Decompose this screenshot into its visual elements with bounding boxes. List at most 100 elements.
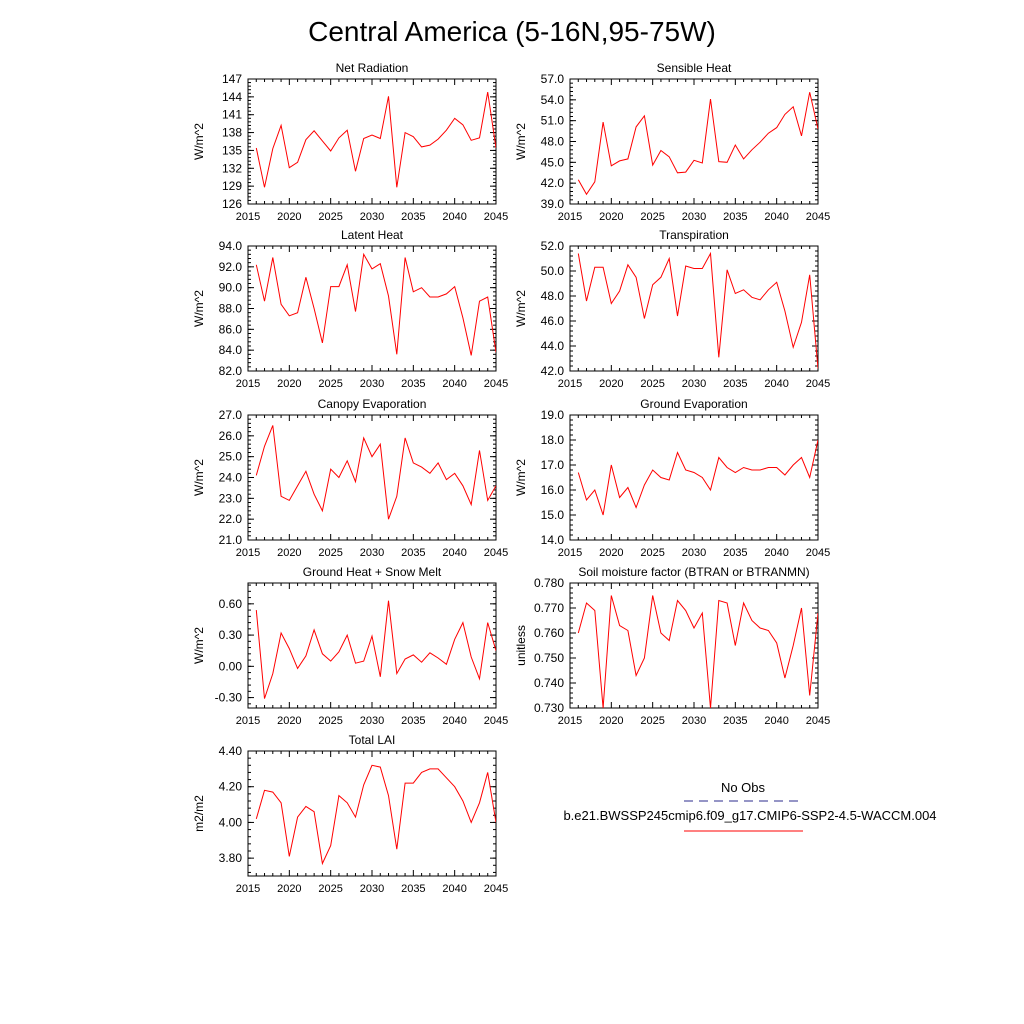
- x-tick-label: 2045: [484, 547, 508, 559]
- y-tick-label: 52.0: [541, 239, 565, 253]
- series-line: [255, 425, 496, 520]
- y-tick-label: 144: [222, 90, 242, 104]
- x-tick-label: 2045: [484, 883, 508, 895]
- x-tick-label: 2040: [764, 715, 788, 727]
- y-tick-label: 84.0: [219, 343, 243, 357]
- panel-title: Ground Evaporation: [640, 397, 747, 411]
- y-axis-label: W/m^2: [514, 123, 528, 160]
- x-tick-label: 2030: [360, 547, 384, 559]
- y-tick-label: 17.0: [541, 458, 565, 472]
- x-tick-label: 2040: [764, 211, 788, 223]
- x-tick-label: 2015: [558, 547, 582, 559]
- y-tick-label: -0.30: [215, 691, 243, 705]
- y-tick-label: 126: [222, 197, 242, 211]
- series-line: [255, 92, 496, 188]
- y-tick-label: 51.0: [541, 114, 565, 128]
- x-tick-label: 2025: [318, 715, 342, 727]
- y-tick-label: 50.0: [541, 264, 565, 278]
- x-tick-label: 2035: [401, 883, 425, 895]
- panel-title: Ground Heat + Snow Melt: [303, 565, 442, 579]
- x-tick-label: 2015: [236, 883, 260, 895]
- panels: 2015 2020 2025 2030 2035 2040 2045 126 129 132 135…: [192, 61, 830, 895]
- x-tick-label: 2025: [318, 378, 342, 390]
- plot-frame: [247, 414, 497, 541]
- x-tick-label: 2015: [236, 378, 260, 390]
- x-tick-label: 2035: [723, 378, 747, 390]
- y-tick-label: 0.780: [534, 576, 564, 590]
- y-tick-label: 0.00: [219, 659, 243, 673]
- panel-title: Total LAI: [349, 733, 396, 747]
- y-tick-label: 147: [222, 72, 242, 86]
- x-tick-label: 2045: [806, 378, 830, 390]
- x-tick-label: 2015: [236, 715, 260, 727]
- series-line: [577, 92, 818, 196]
- y-tick-label: 90.0: [219, 281, 243, 295]
- x-tick-label: 2030: [360, 715, 384, 727]
- y-tick-label: 19.0: [541, 408, 565, 422]
- panel-canopy-evaporation: 2015 2020 2025 2030 2035 2040 2045 21.0 22.0 23.0…: [192, 397, 508, 559]
- x-tick-label: 2040: [442, 547, 466, 559]
- x-tick-label: 2045: [806, 211, 830, 223]
- y-tick-label: 22.0: [219, 512, 243, 526]
- x-tick-label: 2030: [360, 883, 384, 895]
- panel-soil-moisture-factor: 2015 2020 2025 2030 2035 2040 2045 0.730 0.740 0.…: [514, 565, 830, 727]
- y-tick-label: 0.60: [219, 597, 243, 611]
- legend: No Obs b.e21.BWSSP245cmip6.f09_g17.CMIP6…: [563, 780, 937, 832]
- x-tick-label: 2035: [401, 547, 425, 559]
- y-tick-label: 94.0: [219, 239, 243, 253]
- y-tick-label: 27.0: [219, 408, 243, 422]
- series-line: [577, 251, 818, 369]
- x-tick-label: 2035: [723, 547, 747, 559]
- y-tick-label: 46.0: [541, 314, 565, 328]
- panel-total-lai: 2015 2020 2025 2030 2035 2040 2045 3.80 4.00 4.20…: [192, 733, 508, 895]
- x-tick-label: 2045: [806, 715, 830, 727]
- y-tick-label: 23.0: [219, 491, 243, 505]
- x-tick-label: 2015: [236, 547, 260, 559]
- panel-net-radiation: 2015 2020 2025 2030 2035 2040 2045 126 129 132 135…: [192, 61, 508, 223]
- panel-ground-evaporation: 2015 2020 2025 2030 2035 2040 2045 14.0 15.0 16.0…: [514, 397, 830, 559]
- y-axis-label: m2/m2: [192, 795, 206, 832]
- y-tick-label: 48.0: [541, 289, 565, 303]
- x-tick-label: 2040: [764, 378, 788, 390]
- y-tick-label: 0.30: [219, 628, 243, 642]
- panel-title: Net Radiation: [336, 61, 409, 75]
- x-tick-label: 2015: [558, 715, 582, 727]
- legend-obs-label: No Obs: [721, 780, 766, 795]
- series-line: [577, 439, 818, 516]
- y-tick-label: 138: [222, 126, 242, 140]
- y-tick-label: 21.0: [219, 533, 243, 547]
- x-tick-label: 2040: [442, 378, 466, 390]
- y-tick-label: 0.750: [534, 651, 564, 665]
- plot-frame: [569, 245, 819, 372]
- y-tick-label: 0.770: [534, 601, 564, 615]
- x-tick-label: 2040: [442, 883, 466, 895]
- x-tick-label: 2045: [484, 378, 508, 390]
- y-tick-label: 42.0: [541, 176, 565, 190]
- plot-frame: [247, 582, 497, 709]
- x-tick-label: 2035: [723, 211, 747, 223]
- y-tick-label: 86.0: [219, 322, 243, 336]
- y-tick-label: 82.0: [219, 364, 243, 378]
- y-tick-label: 135: [222, 143, 242, 157]
- y-tick-label: 54.0: [541, 93, 565, 107]
- y-tick-label: 18.0: [541, 433, 565, 447]
- y-axis-label: W/m^2: [514, 290, 528, 327]
- legend-model-label: b.e21.BWSSP245cmip6.f09_g17.CMIP6-SSP2-4…: [563, 808, 936, 823]
- y-tick-label: 92.0: [219, 260, 243, 274]
- y-tick-label: 44.0: [541, 339, 565, 353]
- y-tick-label: 4.40: [219, 744, 243, 758]
- x-tick-label: 2030: [682, 715, 706, 727]
- y-tick-label: 141: [222, 108, 242, 122]
- y-tick-label: 42.0: [541, 364, 565, 378]
- y-tick-label: 26.0: [219, 429, 243, 443]
- x-tick-label: 2040: [764, 547, 788, 559]
- y-tick-label: 16.0: [541, 483, 565, 497]
- x-tick-label: 2020: [599, 547, 623, 559]
- x-tick-label: 2045: [806, 547, 830, 559]
- x-tick-label: 2020: [599, 378, 623, 390]
- x-tick-label: 2035: [401, 378, 425, 390]
- y-axis-label: W/m^2: [192, 123, 206, 160]
- x-tick-label: 2045: [484, 715, 508, 727]
- x-tick-label: 2035: [401, 211, 425, 223]
